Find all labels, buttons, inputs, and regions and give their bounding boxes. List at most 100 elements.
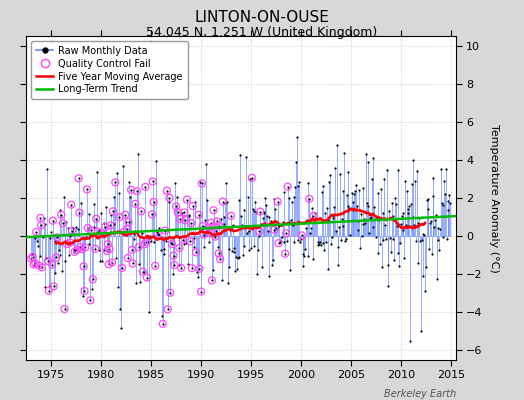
Point — [78, 246, 86, 252]
Point — [361, 220, 369, 226]
Point — [290, 239, 299, 246]
Point — [154, 230, 162, 237]
Point — [254, 247, 262, 253]
Point — [35, 262, 43, 269]
Point — [131, 201, 139, 207]
Point — [123, 226, 131, 232]
Point — [206, 230, 214, 236]
Point — [104, 241, 112, 247]
Point — [275, 240, 283, 246]
Point — [356, 245, 364, 251]
Point — [248, 206, 257, 212]
Point — [370, 203, 378, 210]
Point — [124, 255, 132, 261]
Point — [373, 215, 381, 222]
Point — [418, 231, 427, 238]
Point — [333, 262, 342, 268]
Point — [53, 260, 62, 266]
Point — [161, 228, 169, 234]
Point — [127, 186, 135, 193]
Point — [143, 274, 151, 281]
Point — [189, 203, 197, 209]
Point — [364, 159, 373, 166]
Point — [368, 224, 377, 230]
Point — [27, 255, 36, 262]
Point — [72, 223, 80, 230]
Point — [45, 282, 53, 289]
Point — [244, 247, 253, 253]
Point — [192, 249, 200, 256]
Point — [108, 259, 116, 266]
Point — [211, 234, 220, 240]
Point — [388, 213, 397, 219]
Point — [252, 208, 260, 215]
Point — [140, 241, 149, 248]
Point — [434, 237, 443, 244]
Point — [328, 234, 336, 240]
Point — [59, 220, 67, 226]
Point — [136, 279, 145, 285]
Point — [269, 195, 278, 202]
Point — [245, 228, 254, 234]
Point — [159, 246, 168, 252]
Point — [276, 238, 285, 245]
Point — [74, 175, 83, 182]
Point — [159, 320, 167, 327]
Point — [220, 214, 228, 221]
Point — [130, 230, 139, 237]
Point — [342, 236, 350, 242]
Point — [391, 195, 399, 201]
Point — [186, 238, 194, 244]
Point — [188, 265, 196, 272]
Point — [63, 224, 72, 231]
Point — [372, 234, 380, 240]
Point — [195, 266, 204, 272]
Point — [418, 237, 426, 244]
Point — [213, 218, 221, 224]
Point — [223, 199, 231, 205]
Point — [353, 203, 361, 210]
Point — [251, 198, 259, 205]
Point — [193, 269, 201, 276]
Point — [46, 234, 54, 241]
Point — [401, 178, 409, 184]
Point — [118, 162, 127, 169]
Point — [88, 286, 96, 293]
Point — [346, 232, 354, 238]
Point — [172, 203, 180, 210]
Point — [89, 276, 97, 282]
Point — [138, 230, 146, 236]
Point — [309, 256, 317, 262]
Point — [173, 209, 182, 216]
Point — [376, 240, 384, 247]
Point — [77, 200, 85, 206]
Point — [181, 217, 190, 223]
Point — [412, 238, 420, 244]
Point — [93, 169, 101, 175]
Point — [162, 238, 170, 244]
Point — [135, 244, 143, 250]
Point — [83, 186, 91, 193]
Point — [210, 207, 218, 213]
Point — [117, 324, 125, 331]
Point — [199, 223, 207, 229]
Point — [348, 198, 357, 205]
Point — [172, 203, 180, 210]
Point — [128, 260, 137, 267]
Point — [217, 276, 226, 283]
Point — [404, 206, 412, 212]
Point — [52, 254, 60, 261]
Point — [357, 232, 366, 239]
Point — [215, 222, 224, 229]
Point — [187, 220, 195, 226]
Point — [62, 219, 70, 225]
Point — [303, 180, 312, 186]
Point — [57, 212, 66, 218]
Point — [31, 260, 39, 267]
Point — [108, 208, 117, 214]
Point — [302, 225, 310, 231]
Point — [160, 251, 169, 257]
Point — [398, 212, 406, 219]
Point — [318, 189, 326, 196]
Point — [116, 305, 125, 312]
